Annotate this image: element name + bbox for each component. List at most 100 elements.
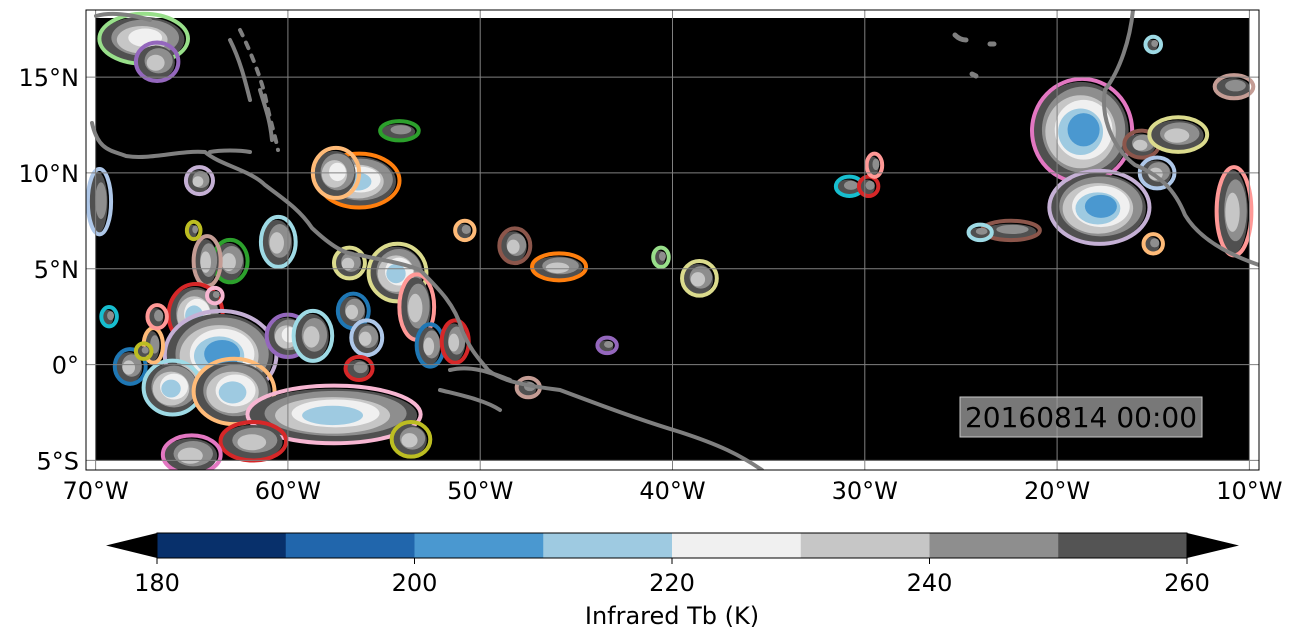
colorbar-segment (543, 533, 673, 558)
cloud-feature-outline (1147, 115, 1210, 154)
cloud-feature-outline (343, 354, 375, 382)
colorbar-segments (157, 533, 1188, 558)
cloud-contour-fill (872, 158, 880, 170)
cloud-contour-fill (996, 224, 1029, 235)
lon-tick-label: 70°W (62, 477, 128, 505)
colorbar-tick-label: 240 (907, 569, 953, 597)
cloud-feature-layer (86, 11, 1256, 470)
cloud-feature (99, 305, 119, 329)
cloud-feature (86, 167, 114, 237)
cloud-contour-fill (269, 232, 284, 254)
cloud-feature-outline (366, 241, 429, 304)
cloud-contour-fill (1164, 128, 1190, 143)
cloud-feature (1141, 232, 1165, 256)
map-edge-right (1249, 10, 1259, 470)
cloud-feature-outline (112, 347, 148, 386)
cloud-feature-outline (595, 335, 619, 356)
timestamp-label: 20160814 00:00 (965, 401, 1197, 434)
cloud-feature (1214, 165, 1254, 258)
cloud-feature (530, 251, 589, 283)
cloud-contour-fill (154, 309, 164, 322)
colorbar-tick-label: 220 (649, 569, 695, 597)
latitude-tick-labels: 15°N 10°N 5°N 0° 5°S (19, 64, 80, 475)
cloud-feature (414, 322, 446, 369)
cloud-contour-fill (358, 331, 372, 346)
coastline-caribbean-islands (94, 11, 274, 154)
cloud-feature-outline (133, 341, 154, 361)
colorbar-segment (800, 533, 930, 558)
cloud-contour-fill (192, 176, 204, 187)
colorbar-segment (285, 533, 415, 558)
cloud-contour-fill (200, 251, 212, 273)
cloud-feature (453, 218, 477, 243)
timestamp-background (959, 396, 1203, 438)
lat-tick-label: 15°N (19, 64, 80, 92)
cloud-contour-fill (353, 361, 368, 374)
map-frame (85, 9, 1260, 471)
colorbar-ticks: 180 200 220 240 260 (134, 558, 1210, 597)
lat-tick-label: 5°N (34, 256, 79, 284)
cloud-feature-outline (86, 167, 114, 237)
cloud-feature (1047, 168, 1152, 246)
cloud-contour-fill (177, 447, 203, 464)
cloud-feature-outline (349, 318, 385, 358)
cloud-feature-outline (497, 226, 533, 266)
colorbar-tick-label: 180 (134, 569, 180, 597)
lon-tick-label: 40°W (639, 477, 705, 505)
cloud-contour-fill (303, 326, 320, 348)
longitude-tick-labels: 70°W 60°W 50°W 40°W 30°W 20°W 10°W (62, 477, 1282, 505)
colorbar-segment (672, 533, 802, 558)
lat-tick-label: 0° (52, 352, 79, 380)
coastline-south-america (90, 121, 764, 470)
cloud-feature-outline (99, 305, 119, 329)
cloud-feature-outline (1141, 232, 1165, 256)
cloud-feature-outline (205, 285, 225, 306)
colorbar-tick-label: 260 (1164, 569, 1210, 597)
cloud-feature-outline (378, 119, 421, 143)
map-panel[interactable]: 20160814 00:00 (85, 9, 1260, 474)
timestamp-box: 20160814 00:00 (959, 396, 1203, 438)
lon-tick-label: 30°W (832, 477, 898, 505)
cloud-contour-fill (1150, 238, 1160, 248)
cloud-contour-fill (345, 304, 359, 320)
cloud-feature (378, 119, 421, 143)
map-edge-left (86, 10, 95, 470)
cloud-contour-fill (1151, 40, 1159, 47)
cloud-feature (258, 214, 298, 269)
cloud-feature (856, 174, 881, 198)
cloud-contour-fill (146, 54, 165, 71)
cloud-contour-fill (843, 180, 858, 190)
cloud-feature (160, 433, 223, 470)
cloud-feature (218, 420, 289, 463)
cloud-feature (331, 245, 367, 281)
lon-tick-label: 10°W (1216, 477, 1282, 505)
cloud-feature (335, 291, 371, 331)
cloud-feature (343, 354, 375, 382)
cloud-feature (291, 308, 335, 363)
coastline-cape-verde (952, 32, 997, 79)
cloud-feature (112, 347, 148, 386)
cloud-contour-fill (1133, 139, 1148, 151)
cloud-contour-fill (237, 434, 267, 451)
cloud-contour-fill (448, 333, 460, 352)
cloud-feature-outline (1212, 73, 1256, 101)
cloud-contour-fill (107, 311, 115, 321)
cloud-feature (191, 234, 223, 289)
cloud-feature (680, 259, 719, 298)
cloud-feature-outline (389, 420, 433, 459)
cloud-contour-fill (141, 346, 149, 354)
cloud-feature (439, 318, 471, 365)
cloud-feature-outline (145, 303, 169, 331)
cloud-feature (595, 335, 619, 356)
cloud-feature (141, 358, 204, 417)
cloud-contour-fill (1084, 194, 1117, 218)
cloud-contour-fill (161, 379, 181, 398)
cloud-contour-fill (302, 405, 364, 426)
cloud-contour-fill (545, 262, 570, 274)
cloud-feature (1212, 73, 1256, 101)
colorbar-over-arrow (1187, 533, 1239, 558)
cloud-contour-fill (690, 272, 706, 287)
cloud-contour-fill (507, 239, 520, 254)
cloud-contour-fill (423, 337, 435, 356)
colorbar-segment (157, 533, 287, 558)
